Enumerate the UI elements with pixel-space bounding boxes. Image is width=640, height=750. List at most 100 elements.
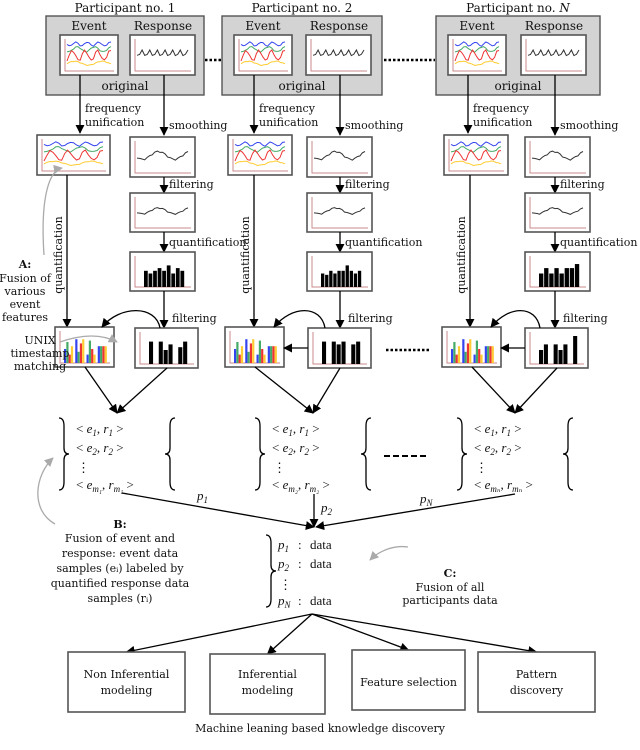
event-label: Event: [245, 19, 280, 33]
fused-bar: [462, 339, 465, 363]
fused-bar: [66, 342, 69, 363]
fused-bar: [102, 346, 105, 363]
yellow-event-line: [240, 60, 286, 67]
fused-bar: [70, 346, 74, 363]
plot-axes: [229, 331, 280, 364]
quantified-bar: [351, 344, 356, 364]
fused-bar: [263, 354, 266, 363]
blue-event-line: [66, 41, 112, 47]
yellow-event-line: [454, 60, 500, 67]
plot-axes: [448, 139, 504, 172]
annotation-a-text: event: [10, 298, 41, 311]
fused-bar: [234, 349, 237, 363]
fused-bar: [104, 346, 107, 363]
pair-arrow: [254, 366, 314, 414]
fused-bar: [258, 340, 261, 363]
fused-bar: [480, 354, 483, 363]
green-event-line: [450, 146, 502, 153]
annotation-b-text: quantified response data: [51, 577, 190, 590]
unix-matching-text: matching: [14, 360, 66, 373]
fused-bar: [247, 351, 250, 363]
quantification-label: quantification: [345, 236, 422, 249]
smoothed-response-plot: [524, 136, 591, 178]
pair-arrow: [514, 367, 558, 414]
right-brace: [164, 417, 176, 491]
green-event-line: [234, 146, 286, 153]
pair-arrow: [84, 366, 118, 414]
fused-bar: [272, 346, 275, 363]
output-label: Inferential: [238, 668, 297, 681]
timestamp-matching-arc: [273, 310, 326, 329]
timestamp-matching-arc: [101, 309, 161, 329]
quantification-label: quantification: [560, 236, 637, 249]
plot-axes: [529, 141, 586, 174]
pair-arrow: [312, 367, 341, 414]
quantified-bar: [544, 268, 549, 287]
fused-bar: [88, 340, 91, 363]
vertical-ellipsis: ⋮: [475, 460, 488, 475]
blue-event-line: [450, 141, 502, 147]
p2-label: p2: [320, 500, 333, 517]
quantified-bar: [356, 341, 361, 364]
green-event-line: [66, 46, 112, 53]
smoothed-response-plot: [129, 136, 196, 178]
plot-axes: [64, 39, 114, 72]
fused-bar: [484, 346, 487, 363]
yellow-event-line: [43, 160, 104, 167]
fused-bar: [82, 339, 85, 363]
plot-axes: [452, 39, 502, 72]
quantified-bar: [559, 273, 564, 287]
response-line: [527, 48, 580, 57]
pair-row: < e1, r1 >: [474, 421, 522, 438]
annotation-a-arrow: [42, 164, 63, 256]
fused-bar: [93, 354, 96, 363]
fusion-participant-label: pN: [277, 593, 292, 610]
fused-bar: [240, 346, 244, 363]
annotation-a-text: various: [4, 285, 46, 298]
fused-bar: [274, 346, 277, 363]
fusion-left-brace: [265, 534, 277, 608]
output-label: discovery: [510, 684, 564, 697]
right-brace: [360, 417, 372, 491]
event-label: Event: [71, 19, 106, 33]
fused-bar: [256, 354, 259, 363]
timestamp-matching-arc: [490, 310, 541, 329]
output-arrow: [125, 613, 313, 655]
output-arrow: [311, 613, 538, 656]
filtered-response-plot: [524, 192, 591, 233]
red-event-line: [66, 49, 112, 62]
red-event-line: [234, 149, 286, 162]
quantification-label-vertical: quantification: [455, 216, 468, 293]
fused-bar: [270, 346, 273, 363]
quantified-bar: [539, 350, 544, 364]
response-line: [136, 150, 189, 161]
output-arrow: [266, 613, 313, 655]
fused-bar: [261, 349, 264, 363]
fused-bar: [91, 349, 94, 363]
smoothing-label: smoothing: [560, 119, 618, 132]
pair-arrow: [471, 366, 516, 414]
original-response-plot: [520, 34, 587, 76]
output-box: [67, 651, 186, 713]
fused-bar: [238, 354, 241, 363]
pair-row: < e2, r2 >: [474, 440, 522, 457]
fused-bar: [86, 354, 89, 363]
pair-row: < e2, r2 >: [272, 440, 320, 457]
pair-row: < em₁, rm₁ >: [76, 477, 134, 494]
output-label: Pattern: [516, 668, 557, 681]
yellow-event-line: [234, 160, 286, 167]
quantified-bar: [157, 268, 162, 287]
p1-edge: [121, 492, 315, 531]
response-label: Response: [525, 19, 583, 33]
colon: :: [298, 593, 302, 608]
quantified-bar: [553, 344, 558, 364]
annotation-a-text: Fusion of: [0, 272, 52, 285]
quantified-bar: [331, 341, 336, 364]
response-line: [136, 207, 189, 215]
fusion-participant-label: p1: [277, 537, 289, 554]
fused-bar: [487, 346, 490, 363]
fused-bar: [475, 340, 478, 363]
response-label: Response: [134, 19, 192, 33]
pair-arrow: [116, 367, 168, 414]
quantified-bar: [168, 344, 173, 364]
